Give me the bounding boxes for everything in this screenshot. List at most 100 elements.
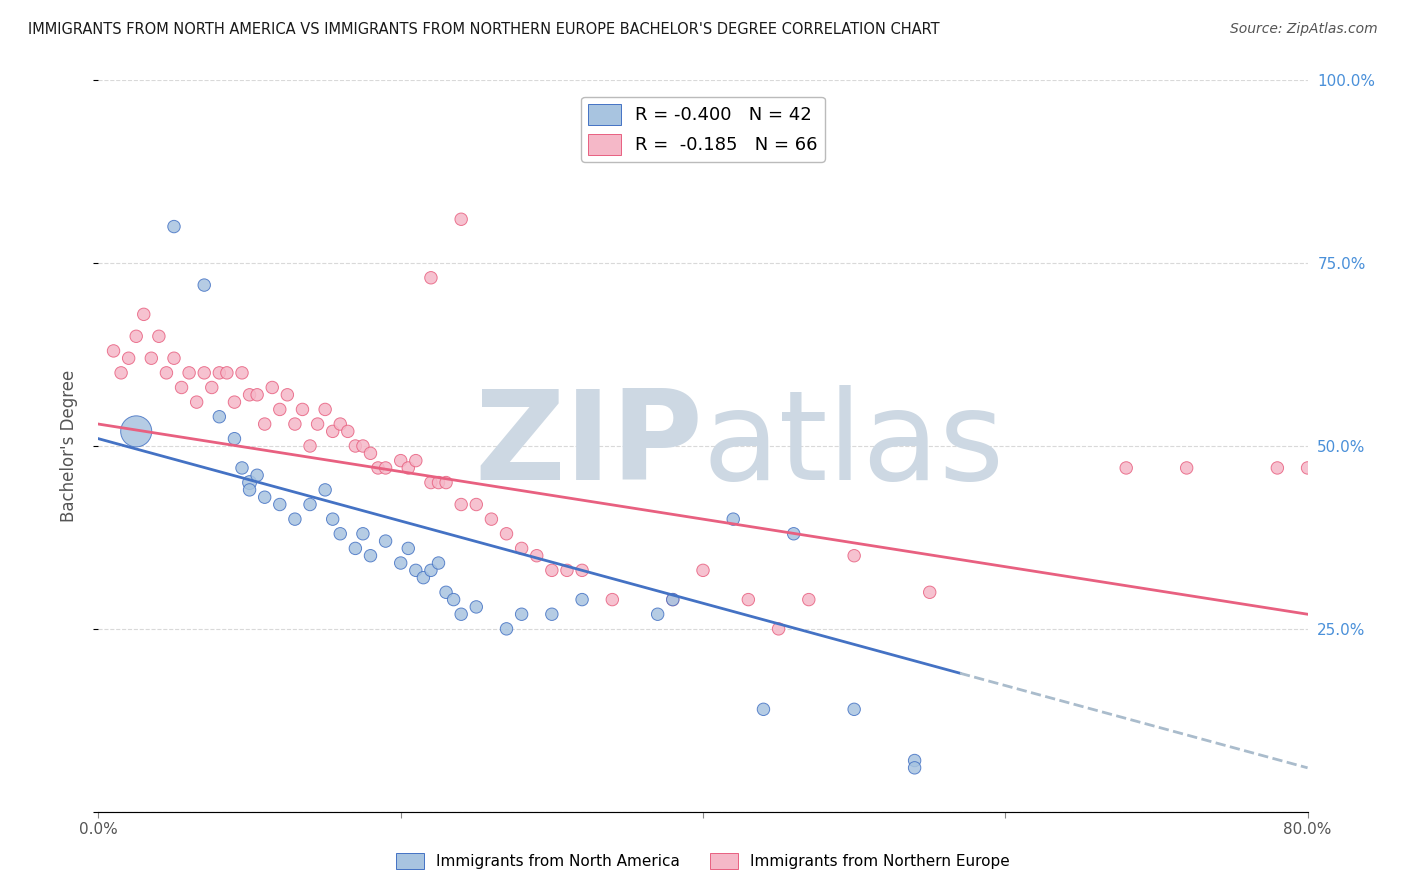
Point — [1175, 461, 1198, 475]
Point — [201, 380, 224, 394]
Point — [163, 219, 186, 234]
Point — [904, 754, 927, 768]
Point — [443, 592, 465, 607]
Legend: Immigrants from North America, Immigrants from Northern Europe: Immigrants from North America, Immigrant… — [389, 847, 1017, 875]
Point — [291, 402, 314, 417]
Point — [540, 607, 562, 622]
Point — [253, 417, 276, 431]
Point — [239, 483, 262, 497]
Point — [752, 702, 775, 716]
Point — [344, 439, 367, 453]
Point — [314, 483, 336, 497]
Point — [405, 563, 427, 577]
Point — [299, 439, 322, 453]
Point — [465, 498, 488, 512]
Point — [918, 585, 941, 599]
Point — [231, 461, 253, 475]
Point — [329, 526, 352, 541]
Point — [510, 607, 533, 622]
Point — [118, 351, 141, 366]
Point — [352, 526, 374, 541]
Point — [284, 417, 307, 431]
Point — [269, 402, 291, 417]
Point — [125, 425, 148, 439]
Point — [344, 541, 367, 556]
Point — [783, 526, 806, 541]
Point — [450, 498, 472, 512]
Point — [495, 526, 517, 541]
Point — [661, 592, 683, 607]
Point — [224, 395, 246, 409]
Point — [844, 549, 866, 563]
Point — [269, 498, 291, 512]
Point — [904, 761, 927, 775]
Point — [844, 702, 866, 716]
Point — [737, 592, 759, 607]
Point — [723, 512, 745, 526]
Point — [262, 380, 284, 394]
Point — [797, 592, 820, 607]
Point — [246, 468, 269, 483]
Point — [420, 475, 443, 490]
Point — [148, 329, 170, 343]
Point — [465, 599, 488, 614]
Point — [647, 607, 669, 622]
Point — [1115, 461, 1137, 475]
Point — [179, 366, 201, 380]
Point — [208, 366, 231, 380]
Y-axis label: Bachelor's Degree: Bachelor's Degree — [59, 370, 77, 522]
Point — [132, 307, 155, 321]
Text: ZIP: ZIP — [474, 385, 703, 507]
Point — [103, 343, 125, 358]
Point — [125, 329, 148, 343]
Point — [239, 388, 262, 402]
Point — [571, 563, 593, 577]
Point — [155, 366, 177, 380]
Point — [555, 563, 578, 577]
Point — [110, 366, 132, 380]
Point — [193, 366, 215, 380]
Point — [208, 409, 231, 424]
Point — [276, 388, 298, 402]
Point — [540, 563, 562, 577]
Point — [661, 592, 683, 607]
Point — [224, 432, 246, 446]
Point — [526, 549, 548, 563]
Point — [367, 461, 389, 475]
Point — [163, 351, 186, 366]
Point — [253, 490, 276, 504]
Point — [420, 270, 443, 285]
Point — [396, 461, 419, 475]
Point — [427, 475, 450, 490]
Point — [322, 425, 344, 439]
Point — [389, 453, 412, 467]
Point — [692, 563, 714, 577]
Point — [495, 622, 517, 636]
Point — [1267, 461, 1289, 475]
Point — [434, 475, 457, 490]
Point — [427, 556, 450, 570]
Point — [352, 439, 374, 453]
Point — [405, 453, 427, 467]
Point — [768, 622, 790, 636]
Point — [434, 585, 457, 599]
Point — [420, 563, 443, 577]
Text: atlas: atlas — [703, 385, 1005, 507]
Point — [389, 556, 412, 570]
Point — [374, 534, 396, 549]
Point — [571, 592, 593, 607]
Point — [481, 512, 503, 526]
Point — [246, 388, 269, 402]
Point — [141, 351, 163, 366]
Point — [193, 278, 215, 293]
Point — [1296, 461, 1319, 475]
Point — [186, 395, 208, 409]
Point — [215, 366, 238, 380]
Point — [307, 417, 329, 431]
Point — [322, 512, 344, 526]
Point — [231, 366, 253, 380]
Point — [314, 402, 336, 417]
Point — [396, 541, 419, 556]
Point — [170, 380, 193, 394]
Point — [360, 446, 382, 460]
